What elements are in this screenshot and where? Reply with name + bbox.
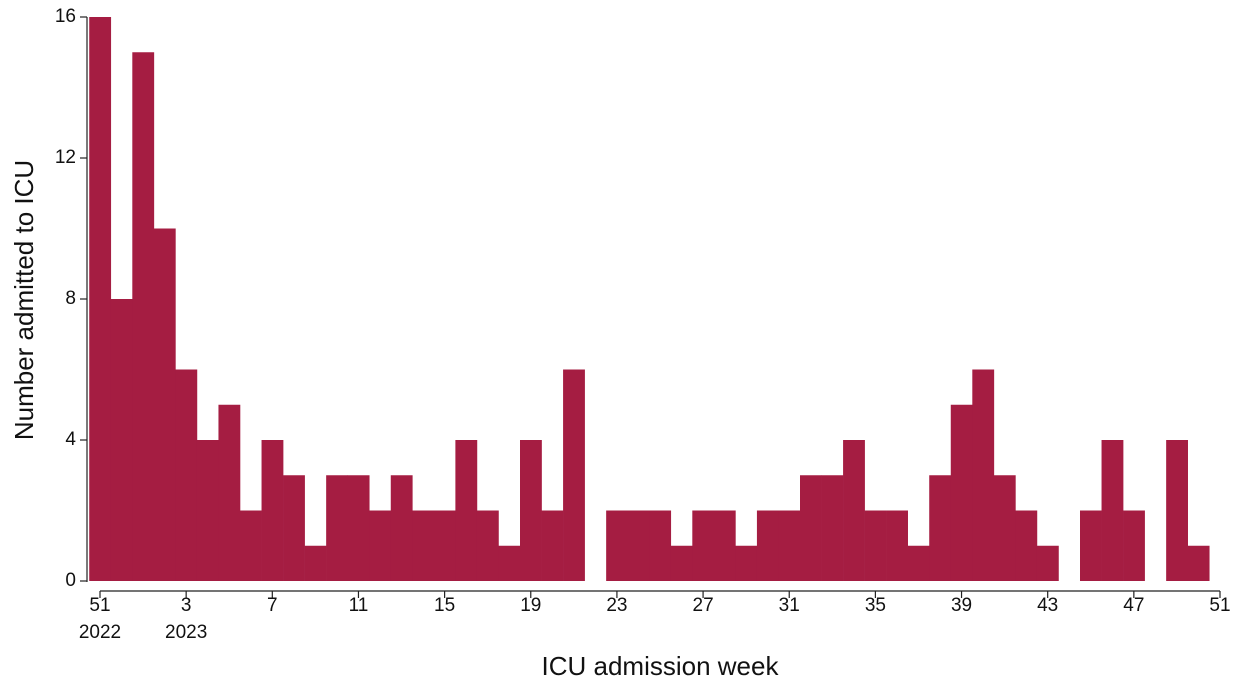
y-tick-label: 0 — [65, 570, 76, 591]
bar — [929, 475, 952, 581]
x-tick-label: 43 — [1037, 595, 1058, 616]
bar — [649, 510, 672, 581]
bar — [390, 475, 413, 581]
bar — [1123, 510, 1145, 581]
bar — [692, 510, 715, 581]
bar — [153, 228, 176, 581]
bar — [498, 545, 521, 581]
bar — [735, 545, 758, 581]
bar — [907, 545, 930, 581]
bar — [455, 440, 478, 581]
x-tick-label: 23 — [606, 595, 627, 616]
bar — [627, 510, 650, 581]
bar — [218, 404, 241, 581]
bar — [1166, 440, 1188, 581]
y-tick-label: 12 — [55, 147, 76, 168]
y-tick-label: 4 — [65, 429, 76, 450]
x-tick-label: 15 — [434, 595, 455, 616]
bar — [304, 545, 327, 581]
bar — [1080, 510, 1102, 581]
x-tick-label: 35 — [865, 595, 886, 616]
bar — [132, 52, 155, 581]
bar — [843, 440, 865, 581]
x-axis-title: ICU admission week — [542, 651, 780, 681]
x-tick-label: 3 — [181, 595, 192, 616]
bar — [864, 510, 887, 581]
bar — [972, 369, 995, 581]
bar — [89, 17, 112, 581]
bar — [1015, 510, 1038, 581]
x-tick-label: 19 — [520, 595, 541, 616]
bar — [1187, 545, 1210, 581]
bar — [326, 475, 348, 581]
x-tick-label: 31 — [779, 595, 800, 616]
bar — [1036, 545, 1059, 581]
bar — [563, 369, 585, 581]
bar — [433, 510, 456, 581]
y-axis-title: Number admitted to ICU — [9, 160, 39, 440]
y-tick-label: 16 — [55, 6, 76, 27]
bar — [993, 475, 1016, 581]
x-tick-label: 11 — [349, 595, 369, 616]
bar — [713, 510, 736, 581]
bar — [520, 440, 542, 581]
bar — [347, 475, 370, 581]
x-tick-label: 51 — [1209, 595, 1230, 616]
bar — [412, 510, 435, 581]
bar — [778, 510, 801, 581]
bar — [283, 475, 305, 581]
y-tick-label: 8 — [65, 288, 76, 309]
bar — [821, 475, 844, 581]
bar — [756, 510, 779, 581]
bar — [800, 475, 822, 581]
bar — [670, 545, 693, 581]
bar — [196, 440, 219, 581]
x-tick-year: 2022 — [79, 622, 121, 643]
bar — [1101, 440, 1124, 581]
x-tick-label: 47 — [1123, 595, 1144, 616]
bar — [240, 510, 262, 581]
bar — [175, 369, 198, 581]
x-tick-label: 39 — [951, 595, 972, 616]
bar — [886, 510, 908, 581]
x-tick-year: 2023 — [165, 622, 207, 643]
bar — [606, 510, 628, 581]
bar — [261, 440, 284, 581]
x-tick-label: 7 — [267, 595, 278, 616]
bar — [476, 510, 499, 581]
bar — [110, 299, 133, 581]
bar — [541, 510, 564, 581]
bar — [950, 404, 973, 581]
x-tick-label: 27 — [693, 595, 714, 616]
x-tick-label: 51 — [89, 595, 110, 616]
bar — [369, 510, 392, 581]
